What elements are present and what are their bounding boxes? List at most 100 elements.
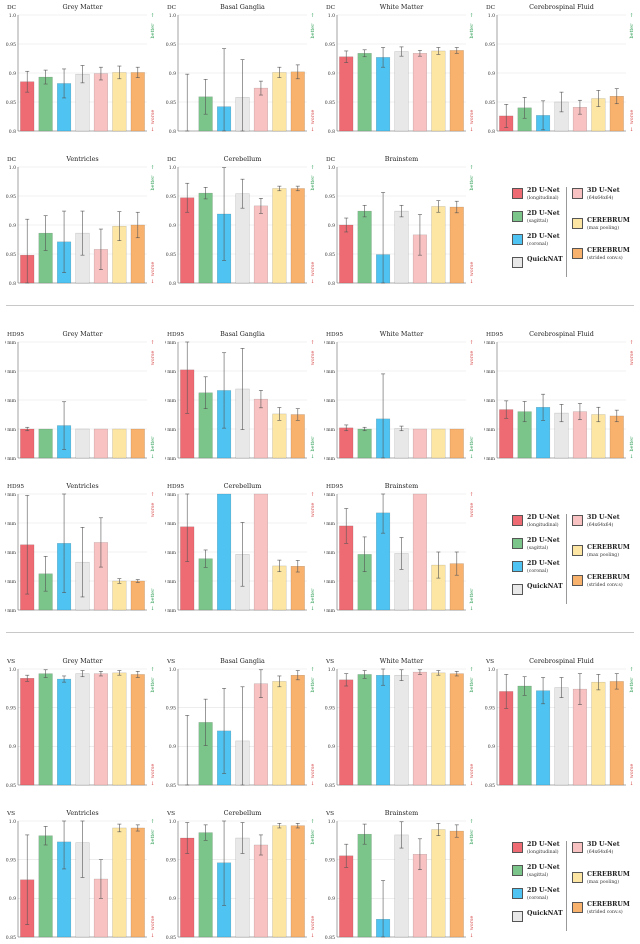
chart-panel: HD95 Ventricles 0.0 mm 1.0 mm 2.0 mm 3.0 mm 4.…	[5, 482, 155, 614]
legend-separator	[566, 514, 567, 604]
direction-label: worse	[151, 916, 155, 931]
legend-swatch	[512, 538, 523, 549]
legend-model-variant: (sagittal)	[527, 219, 548, 224]
y-tick-label: 0.95	[166, 857, 176, 863]
chart-panel: DC Cerebellum 0.8 0.85 0.9 0.95 1.0 ↑ better ↓ wor…	[166, 155, 315, 287]
chart-panel: VS Brainstem 0.85 0.9 0.95 1.0 ↑ better ↓ worse	[325, 809, 474, 941]
bar	[272, 565, 287, 611]
bar	[290, 414, 305, 459]
bar	[517, 685, 532, 786]
bar	[38, 428, 53, 459]
y-tick-label: 2.0 mm	[324, 550, 336, 556]
legend-model-name: QuickNAT	[527, 910, 563, 917]
bar	[412, 671, 427, 786]
arrow-up-icon: ↑	[310, 667, 314, 673]
direction-label: better	[469, 588, 474, 604]
y-tick-label: 4.0 mm	[324, 340, 336, 346]
bar	[449, 830, 464, 938]
legend-swatch	[572, 218, 583, 229]
bar	[357, 674, 372, 786]
y-tick-label: 0.9	[169, 223, 176, 229]
chart-panel: HD95 Cerebrospinal Fluid 0.0 mm 1.0 mm 2.0 m…	[484, 330, 634, 462]
legend-model-name: 3D U-Net	[587, 514, 620, 521]
chart-panel: VS White Matter 0.85 0.9 0.95 1.0 ↑ better ↓ wors…	[325, 657, 474, 789]
bar	[394, 51, 409, 132]
legend-item: CEREBRUM (strided conv.s)	[572, 901, 630, 917]
y-tick-label: 3.0 mm	[5, 369, 17, 375]
direction-label: better	[469, 677, 474, 693]
direction-label: better	[310, 23, 315, 39]
metric-label: VS	[325, 659, 334, 665]
direction-label: better	[150, 23, 155, 39]
legend-model-name: 2D U-Net	[527, 560, 560, 567]
y-tick-label: 0.9	[328, 896, 335, 902]
arrow-down-icon: ↓	[150, 606, 154, 612]
chart-title: Cerebellum	[224, 482, 262, 490]
chart-panel: DC Brainstem 0.8 0.85 0.9 0.95 1.0 ↑ better ↓ wors…	[325, 155, 474, 287]
metric-label: DC	[326, 157, 336, 163]
bar	[591, 681, 606, 786]
arrow-down-icon: ↓	[469, 606, 473, 612]
metric-label: VS	[166, 659, 175, 665]
legend-swatch	[572, 842, 583, 853]
legend-model-variant: (64x64x64)	[587, 196, 614, 201]
legend-item: 2D U-Net (sagittal)	[512, 210, 560, 226]
chart-panel: HD95 White Matter 0.0 mm 1.0 mm 2.0 mm 3.0 mm…	[324, 330, 474, 462]
legend-swatch	[512, 842, 523, 853]
direction-label: worse	[151, 262, 155, 277]
legend-model-variant: (coronal)	[527, 569, 549, 574]
bar	[357, 53, 372, 132]
y-tick-label: 0.9	[169, 71, 176, 77]
bar	[253, 493, 268, 611]
legend-swatch	[512, 211, 523, 222]
y-tick-label: 0.0 mm	[324, 608, 336, 614]
direction-label: better	[310, 436, 315, 452]
legend-swatch	[572, 545, 583, 556]
legend-item: 3D U-Net (64x64x64)	[572, 514, 620, 530]
bar	[431, 428, 446, 459]
legend-model-name: QuickNAT	[527, 256, 563, 263]
y-tick-label: 1.0	[9, 165, 16, 171]
legend-model-variant: (longitudinal)	[527, 850, 559, 855]
bar	[339, 224, 354, 284]
arrow-down-icon: ↓	[469, 933, 473, 939]
bar	[339, 679, 354, 786]
bar	[431, 206, 446, 284]
arrow-up-icon: ↑	[310, 819, 314, 825]
legend-model-name: CEREBRUM	[587, 544, 630, 551]
arrow-up-icon: ↑	[150, 667, 154, 673]
direction-label: worse	[470, 916, 474, 931]
section-divider	[6, 632, 634, 633]
legend-model-variant: (strided conv.s)	[587, 583, 623, 588]
legend-model-name: 2D U-Net	[527, 514, 560, 521]
bar	[38, 835, 53, 938]
arrow-down-icon: ↓	[310, 606, 314, 612]
bar	[290, 674, 305, 786]
bar	[253, 205, 268, 284]
chart-title: Cerebellum	[224, 155, 262, 163]
y-tick-label: 0.8	[169, 281, 176, 287]
bar	[290, 566, 305, 611]
direction-label: better	[629, 436, 634, 452]
y-tick-label: 1.0	[328, 165, 335, 171]
bar	[20, 428, 35, 459]
bar	[253, 683, 268, 786]
arrow-down-icon: ↓	[469, 454, 473, 460]
bar	[75, 673, 90, 786]
chart-panel: VS Cerebrospinal Fluid 0.85 0.9 0.95 1.0 ↑ bett…	[485, 657, 634, 789]
y-tick-label: 0.95	[166, 194, 176, 200]
bar	[339, 56, 354, 132]
legend-swatch	[512, 561, 523, 572]
bar	[198, 192, 213, 284]
legend-model-variant: (max pooling)	[587, 553, 620, 558]
direction-label: worse	[470, 262, 474, 277]
direction-label: worse	[151, 351, 155, 366]
metric-label: HD95	[7, 484, 24, 490]
y-tick-label: 0.95	[166, 42, 176, 48]
metric-label: DC	[7, 157, 17, 163]
legend-model-name: CEREBRUM	[587, 217, 630, 224]
direction-label: worse	[630, 110, 634, 125]
metric-label: VS	[6, 659, 15, 665]
bar	[609, 415, 624, 459]
y-tick-label: 2.0 mm	[5, 550, 17, 556]
